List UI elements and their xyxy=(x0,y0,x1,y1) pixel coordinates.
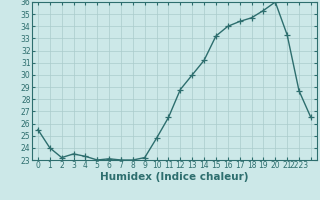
X-axis label: Humidex (Indice chaleur): Humidex (Indice chaleur) xyxy=(100,172,249,182)
